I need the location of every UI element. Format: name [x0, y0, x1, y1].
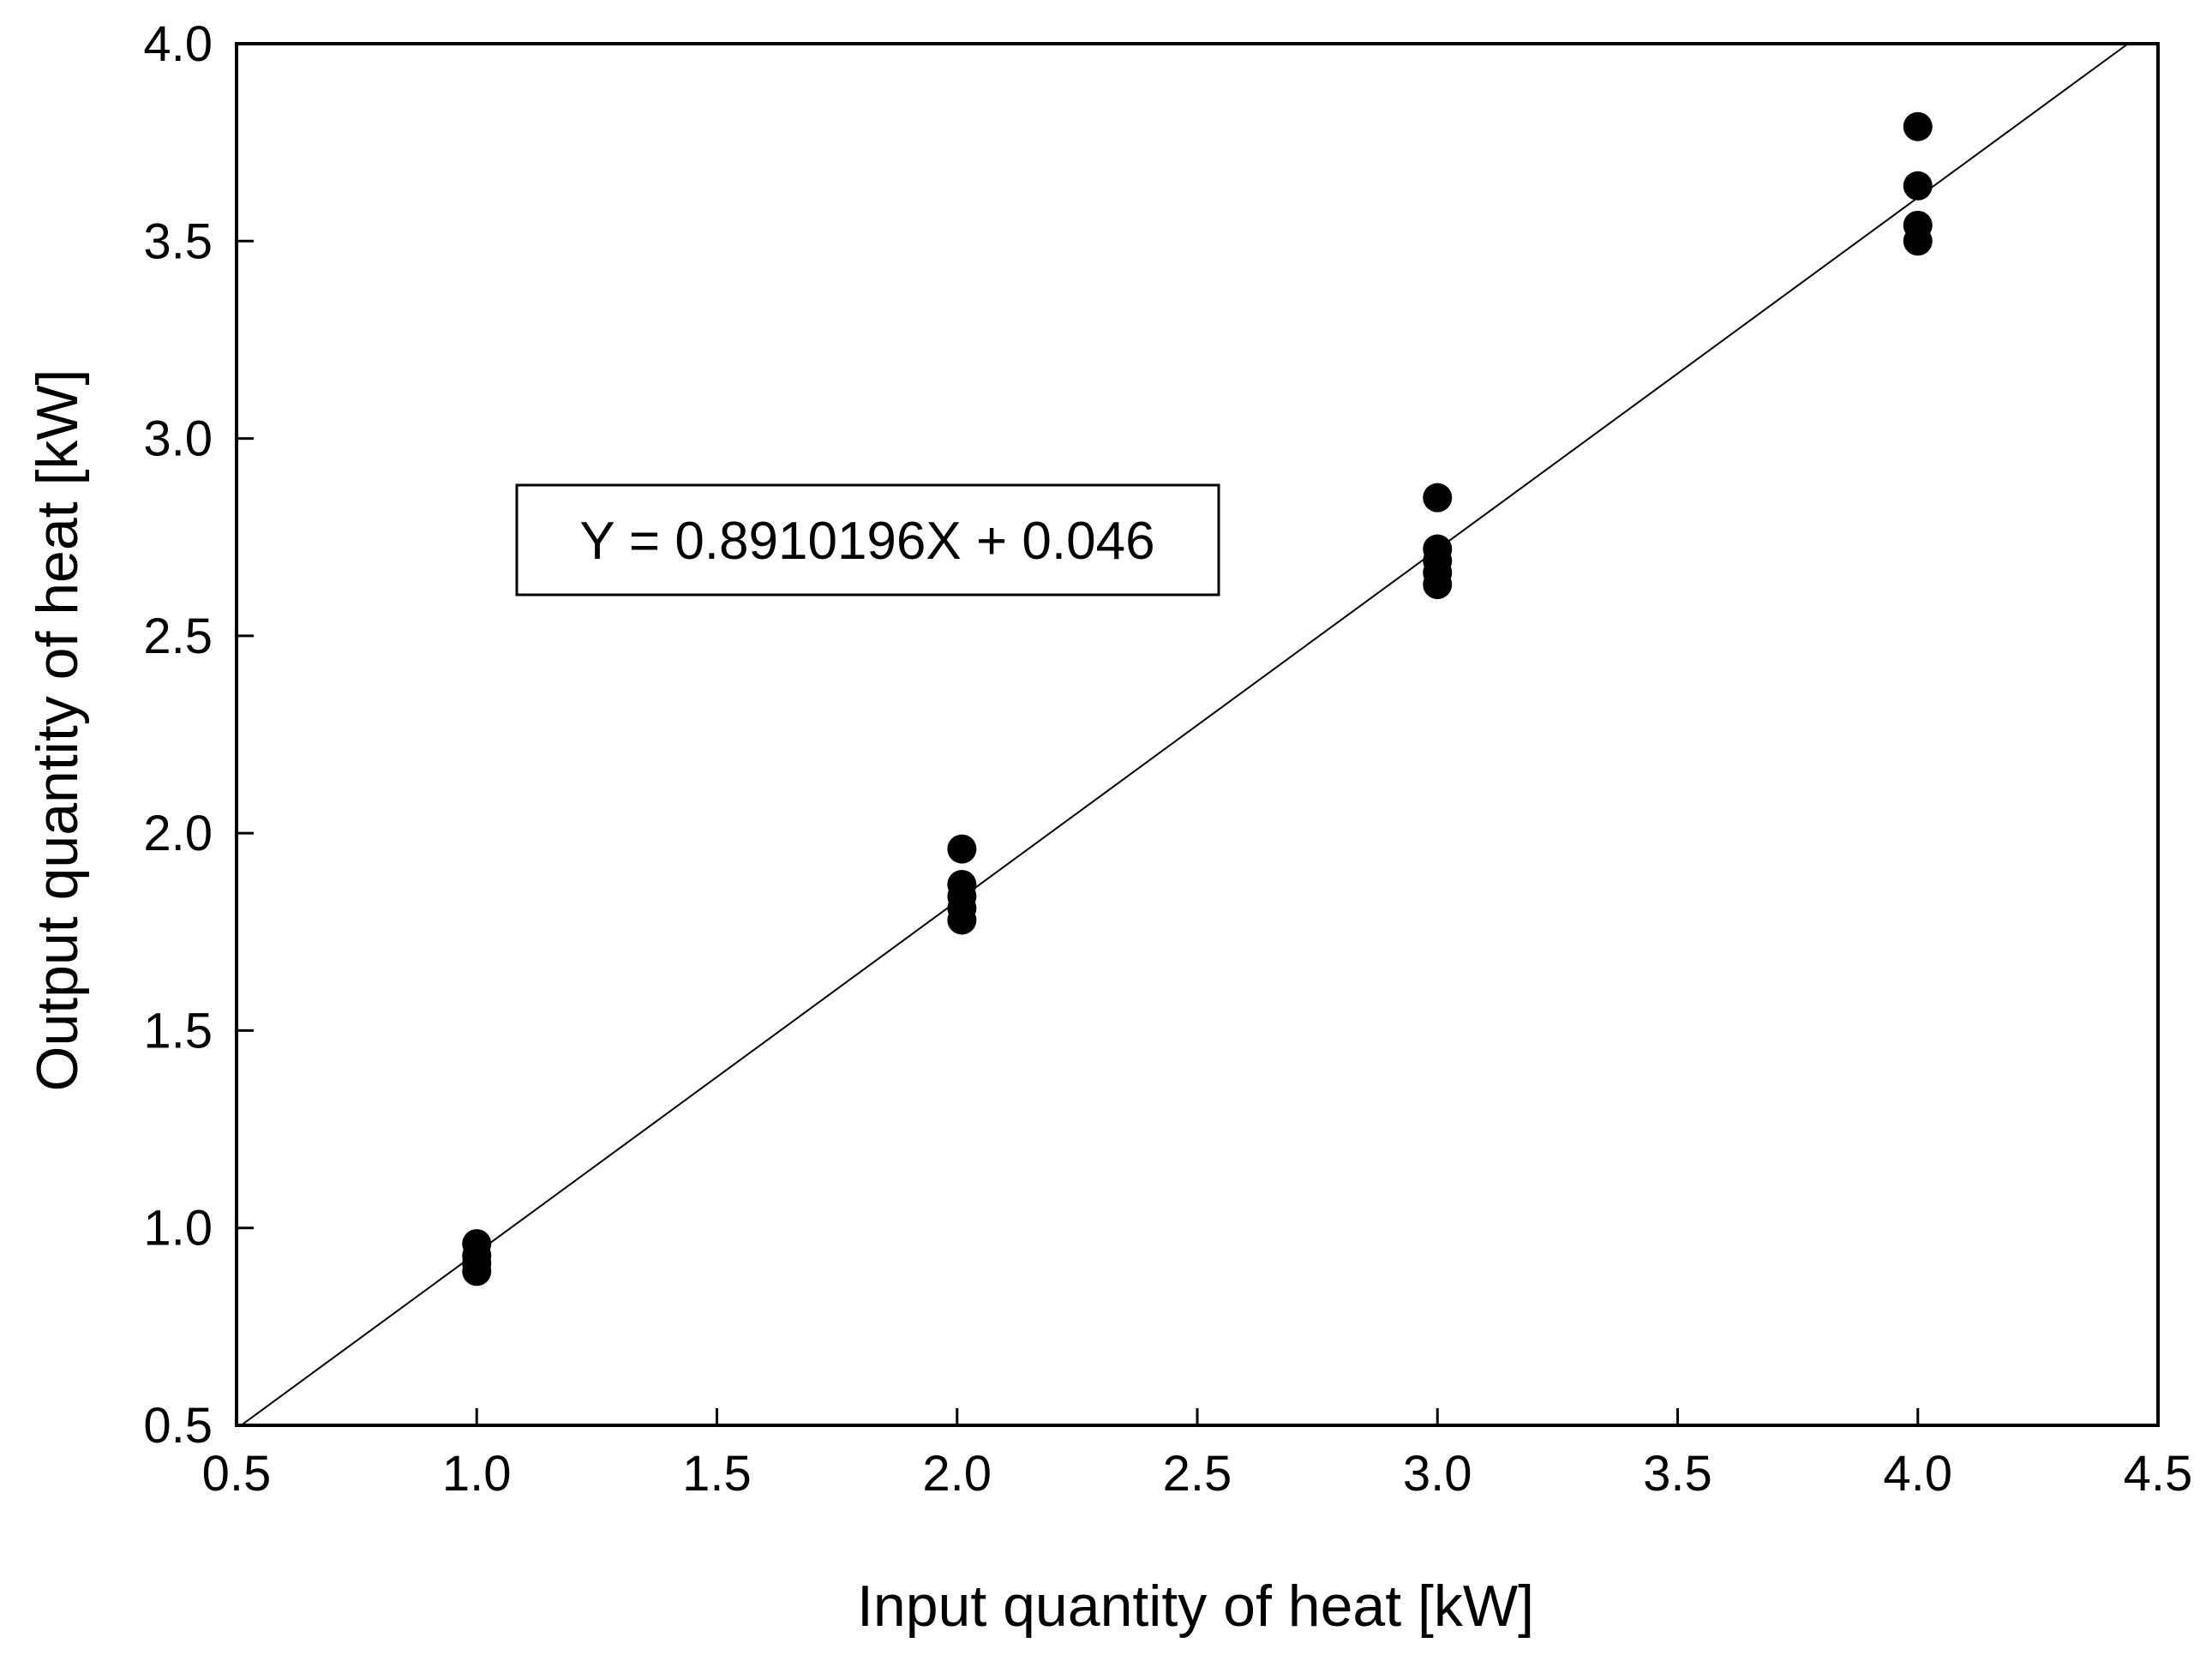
x-tick-label: 2.5	[1163, 1446, 1232, 1502]
data-point	[1423, 483, 1453, 513]
y-tick-label: 0.5	[143, 1398, 213, 1454]
ticks-layer: 0.5 1.0 1.5 2.0 2.5 3.0 3.5 4.0 4.5 0.5 1.0 1.5 2.0 2…	[143, 16, 2192, 1502]
fit-line-layer	[240, 43, 2129, 1426]
data-point	[1903, 210, 1933, 240]
y-tick-label: 2.0	[143, 806, 213, 861]
x-tick-label: 1.5	[682, 1446, 752, 1502]
data-point	[947, 834, 977, 864]
data-point	[1903, 171, 1933, 201]
y-axis-label: Output quantity of heat [kW]	[25, 369, 90, 1092]
x-tick-label: 3.0	[1403, 1446, 1472, 1502]
y-tick-label: 2.5	[143, 609, 213, 664]
x-tick-label: 2.0	[922, 1446, 992, 1502]
equation-box: Y = 0.8910196X + 0.046	[515, 483, 1220, 597]
y-tick-label: 3.0	[143, 411, 213, 467]
x-axis-label: Input quantity of heat [kW]	[857, 1574, 1534, 1639]
data-point	[462, 1229, 492, 1259]
x-tick-label: 4.5	[2124, 1446, 2193, 1502]
equation-frame	[515, 483, 1220, 597]
x-tick-label: 0.5	[202, 1446, 272, 1502]
x-tick-label: 3.5	[1643, 1446, 1712, 1502]
y-tick-label: 1.5	[143, 1003, 213, 1058]
data-point	[1903, 111, 1933, 141]
y-tick-label: 4.0	[143, 16, 213, 72]
x-tick-label: 1.0	[442, 1446, 512, 1502]
y-tick-label: 1.0	[143, 1201, 213, 1256]
fit-line	[240, 43, 2129, 1426]
data-point	[947, 870, 977, 900]
equation-label: Y = 0.8910196X + 0.046	[579, 512, 1154, 571]
y-tick-label: 3.5	[143, 213, 213, 269]
x-tick-label: 4.0	[1883, 1446, 1952, 1502]
data-point	[1423, 534, 1453, 564]
data-points-layer	[462, 111, 1933, 1286]
